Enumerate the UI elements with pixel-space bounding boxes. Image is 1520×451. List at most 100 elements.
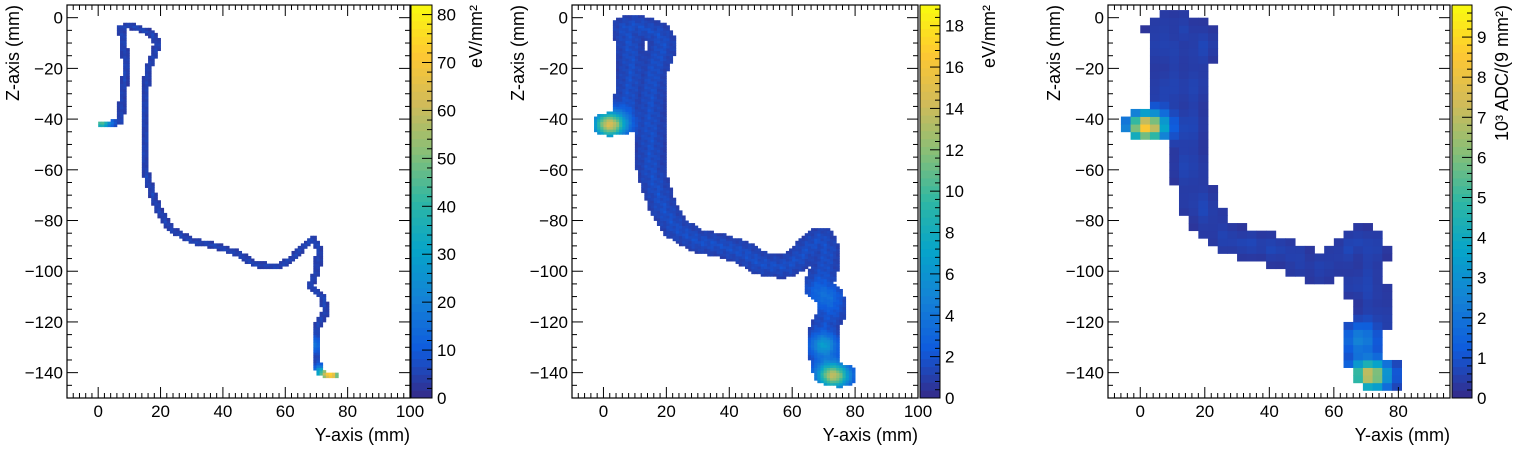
heatmap-cell	[826, 375, 831, 379]
heatmap-cell	[151, 37, 155, 41]
heatmap-cell	[660, 32, 664, 36]
heatmap-cell	[1188, 207, 1199, 216]
heatmap-cell	[829, 357, 834, 361]
heatmap-cell	[804, 250, 809, 254]
colorbar-band	[920, 232, 940, 242]
heatmap-cell	[660, 197, 664, 201]
heatmap-cell	[213, 245, 218, 249]
colorbar-band	[1452, 146, 1472, 155]
heatmap-cell	[260, 263, 264, 267]
heatmap-cell	[1372, 230, 1383, 239]
heatmap-cell	[672, 228, 677, 232]
heatmap-cell	[1343, 321, 1354, 330]
heatmap-cell	[829, 377, 834, 381]
heatmap-cell	[732, 256, 736, 259]
heatmap-cell	[653, 101, 658, 105]
heatmap-cell	[826, 266, 831, 270]
heatmap-cell	[1178, 78, 1190, 87]
heatmap-cell	[663, 190, 667, 194]
heatmap-cell	[141, 27, 146, 31]
heatmap-cell	[694, 233, 699, 237]
heatmap-cell	[694, 225, 699, 229]
heatmap-cell	[141, 172, 146, 176]
heatmap-cell	[691, 228, 696, 232]
heatmap-cell	[638, 40, 642, 44]
heatmap-cell	[653, 207, 658, 211]
heatmap-cell	[319, 250, 324, 254]
heatmap-cell	[650, 152, 655, 155]
heatmap-cell	[795, 263, 799, 267]
heatmap-cell	[833, 370, 837, 374]
heatmap-cell	[817, 266, 821, 270]
heatmap-cell	[817, 283, 821, 287]
heatmap-cell	[644, 136, 648, 140]
heatmap-cell	[820, 314, 825, 318]
heatmap-cell	[660, 215, 664, 219]
heatmap-cell	[820, 344, 825, 348]
heatmap-cell	[1188, 116, 1199, 125]
heatmap-cell	[226, 245, 230, 249]
heatmap-cell	[1169, 17, 1180, 26]
heatmap-cell	[141, 152, 146, 155]
heatmap-cell	[647, 35, 652, 39]
heatmap-cell	[814, 352, 818, 356]
heatmap-cell	[666, 233, 670, 237]
heatmap-cell	[807, 248, 812, 252]
heatmap-cell	[650, 93, 655, 97]
colorbar-band	[1452, 44, 1472, 53]
heatmap-cell	[719, 245, 724, 249]
heatmap-cell	[647, 157, 652, 161]
heatmap-cell	[644, 17, 648, 21]
heatmap-cell	[823, 281, 828, 285]
heatmap-cell	[650, 58, 655, 62]
heatmap-cell	[660, 144, 664, 148]
heatmap-cell	[325, 309, 330, 313]
colorbar-band	[1452, 374, 1472, 383]
heatmap-cell	[647, 177, 652, 181]
heatmap-cell	[154, 35, 158, 39]
heatmap-cell	[666, 37, 670, 41]
heatmap-cell	[606, 111, 611, 115]
heatmap-cell	[829, 291, 834, 295]
heatmap-cell	[113, 124, 118, 128]
heatmap-cell	[612, 116, 617, 120]
heatmap-cell	[823, 362, 828, 366]
heatmap-cell	[644, 187, 648, 191]
heatmap-cell	[826, 296, 831, 300]
colorbar-band	[1452, 287, 1472, 297]
heatmap-cell	[836, 299, 840, 303]
heatmap-cell	[1285, 238, 1296, 247]
heatmap-cell	[622, 116, 626, 120]
heatmap-cell	[653, 136, 658, 140]
y-axis-title: Z-axis (mm)	[3, 5, 23, 101]
heatmap-cell	[1382, 314, 1393, 323]
heatmap-cell	[691, 230, 696, 234]
heatmap-cell	[616, 114, 620, 117]
heatmap-cell	[597, 121, 601, 125]
heatmap-cell	[612, 101, 617, 105]
heatmap-cell	[798, 258, 803, 262]
heatmap-cell	[663, 210, 667, 214]
heatmap-cell	[666, 58, 670, 62]
heatmap-cell	[1130, 108, 1141, 117]
heatmap-cell	[713, 243, 718, 247]
heatmap-cell	[616, 126, 620, 130]
heatmap-cell	[820, 276, 825, 280]
heatmap-cell	[710, 253, 714, 257]
heatmap-cell	[817, 306, 821, 310]
heatmap-cell	[729, 240, 733, 244]
heatmap-cell	[707, 253, 711, 257]
heatmap-cell	[804, 266, 809, 270]
heatmap-cell	[638, 124, 642, 128]
heatmap-cell	[622, 65, 626, 69]
heatmap-cell	[1372, 261, 1383, 270]
heatmap-cell	[1198, 17, 1209, 26]
heatmap-cell	[631, 68, 636, 72]
heatmap-cell	[634, 22, 639, 26]
heatmap-cell	[829, 250, 834, 254]
heatmap-cell	[644, 32, 648, 36]
heatmap-cell	[829, 258, 834, 262]
heatmap-cell	[833, 359, 837, 363]
heatmap-cell	[628, 78, 633, 82]
